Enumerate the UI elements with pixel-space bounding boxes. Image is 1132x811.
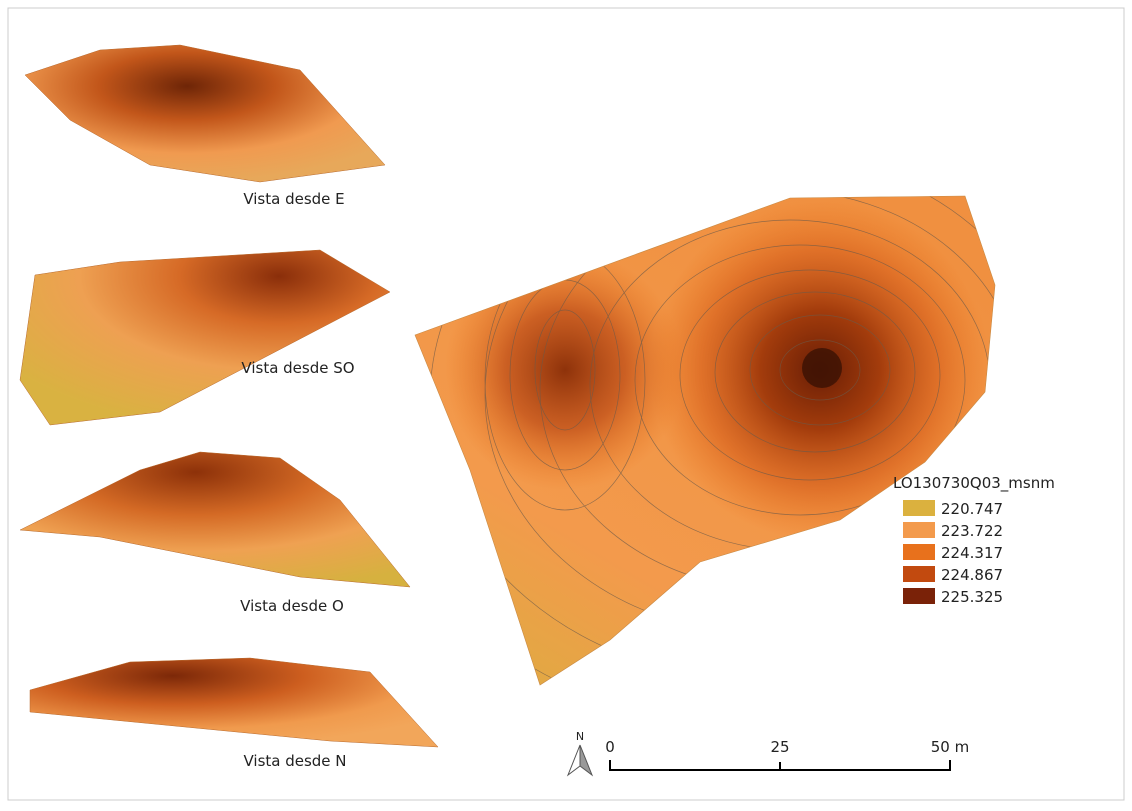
legend-label: 223.722 [941, 522, 1003, 540]
scale-label: 25 [770, 738, 789, 756]
view-label: Vista desde N [243, 752, 346, 770]
scale-label: 50 m [931, 738, 969, 756]
view-label: Vista desde E [243, 190, 344, 208]
legend-swatch [903, 522, 935, 538]
legend-title: LO130730Q03_msnm [893, 474, 1055, 493]
legend: LO130730Q03_msnm 220.747 223.722 224.317 22… [893, 474, 1055, 606]
legend-label: 224.867 [941, 566, 1003, 584]
view-label: Vista desde SO [241, 359, 354, 377]
legend-label: 225.325 [941, 588, 1003, 606]
view-o [20, 452, 410, 587]
legend-swatch [903, 566, 935, 582]
view-label: Vista desde O [240, 597, 344, 615]
main-map [370, 85, 1130, 725]
view-so [20, 250, 390, 425]
map-figure: Vista desde E Vista desde SO Vista desde… [0, 0, 1132, 807]
legend-swatch [903, 500, 935, 516]
legend-label: 224.317 [941, 544, 1003, 562]
legend-swatch [903, 588, 935, 604]
north-arrow: N [568, 730, 592, 775]
scale-bar: 0 25 50 m [605, 738, 969, 771]
north-label: N [576, 730, 584, 743]
view-n [30, 658, 438, 747]
legend-swatch [903, 544, 935, 560]
scale-label: 0 [605, 738, 615, 756]
view-e [25, 45, 385, 182]
legend-label: 220.747 [941, 500, 1003, 518]
